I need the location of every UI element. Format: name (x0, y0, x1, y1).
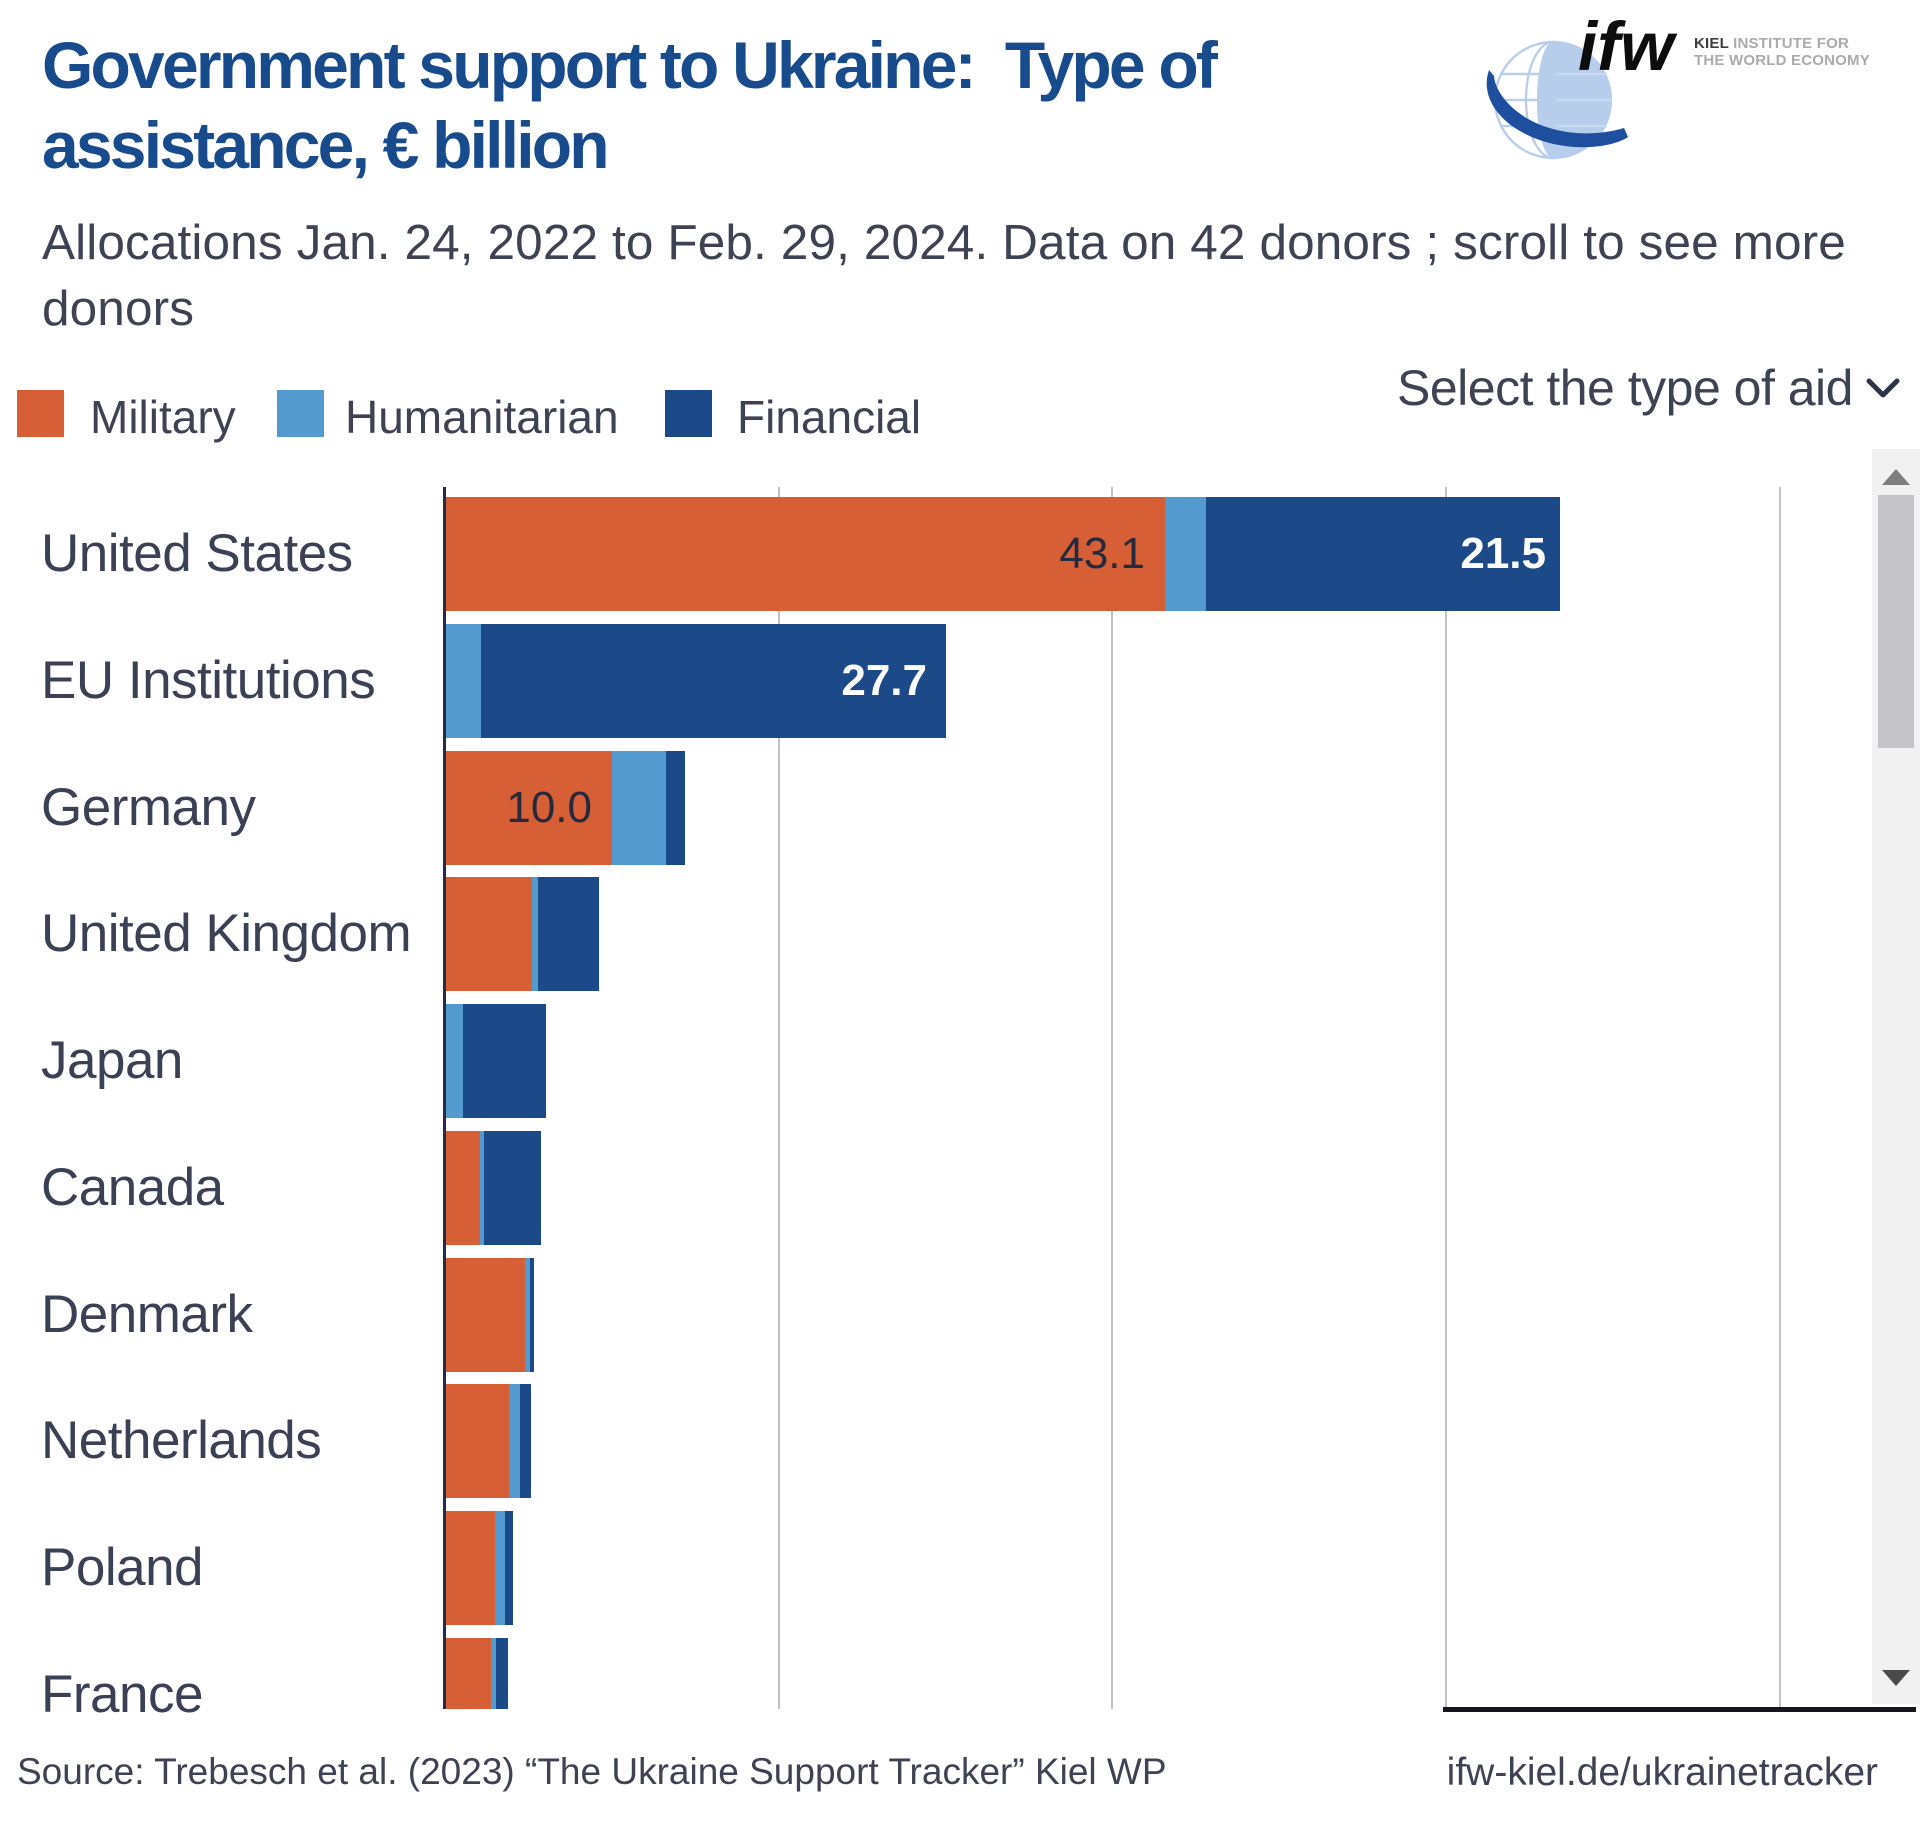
svg-text:THE WORLD ECONOMY: THE WORLD ECONOMY (1694, 52, 1870, 69)
svg-text:ifw: ifw (1578, 8, 1678, 85)
svg-text:KIEL INSTITUTE FOR: KIEL INSTITUTE FOR (1694, 35, 1849, 52)
